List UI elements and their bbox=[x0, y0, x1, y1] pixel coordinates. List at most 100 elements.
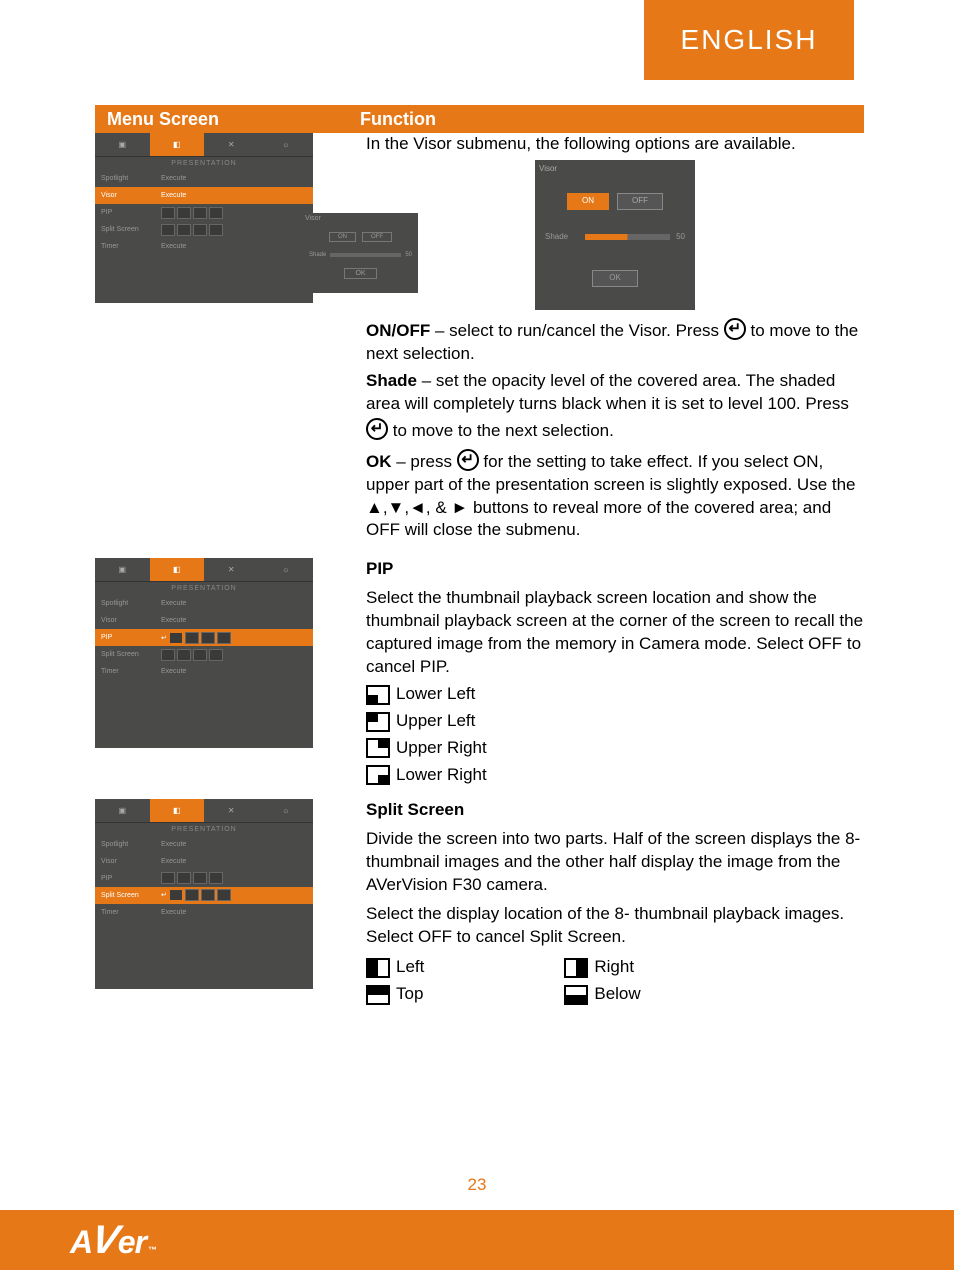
split-below: Below bbox=[594, 984, 640, 1003]
split-desc1: Divide the screen into two parts. Half o… bbox=[366, 828, 864, 897]
visor-sub-shade: Shade bbox=[545, 232, 585, 243]
menu-spotlight: Spotlight bbox=[101, 600, 161, 607]
ok-desc: OK – press for the setting to take effec… bbox=[366, 451, 864, 543]
onoff-desc: ON/OFF – select to run/cancel the Visor.… bbox=[366, 320, 864, 366]
pip-title: PIP bbox=[366, 558, 864, 581]
row-split: ▣ ◧ ✕ ☼ PRESENTATION SpotlightExecute Vi… bbox=[95, 799, 864, 1011]
menu-split: Split Screen bbox=[101, 892, 161, 899]
menu-timer: Timer bbox=[101, 243, 161, 250]
pip-ur: Upper Right bbox=[396, 738, 487, 757]
shade-t1: – set the opacity level of the covered a… bbox=[366, 371, 849, 413]
pip-desc: Select the thumbnail playback screen loc… bbox=[366, 587, 864, 679]
menu-split: Split Screen bbox=[101, 226, 161, 233]
logo-v: V bbox=[88, 1218, 122, 1263]
popup-shade-val: 50 bbox=[405, 252, 412, 258]
shade-label: Shade bbox=[366, 371, 417, 390]
tab-settings-icon: ☼ bbox=[259, 133, 314, 156]
split-top: Top bbox=[396, 984, 423, 1003]
logo-er: er bbox=[118, 1224, 146, 1261]
table-header: Menu Screen Function bbox=[95, 105, 864, 133]
menu-visor: Visor bbox=[101, 192, 161, 199]
menu-spotlight: Spotlight bbox=[101, 841, 161, 848]
visor-popup-title: Visor bbox=[305, 215, 416, 222]
split-desc2: Select the display location of the 8- th… bbox=[366, 903, 864, 949]
onoff-label: ON/OFF bbox=[366, 321, 430, 340]
menu-split-opts bbox=[161, 649, 313, 661]
popup-ok: OK bbox=[344, 268, 376, 279]
tab-presentation-icon: ◧ bbox=[150, 133, 205, 156]
tab-presentation-icon: ◧ bbox=[150, 558, 205, 581]
ok-label: OK bbox=[366, 452, 392, 471]
tab-tools-icon: ✕ bbox=[204, 799, 259, 822]
menu-spotlight: Spotlight bbox=[101, 175, 161, 182]
menu-spotlight-val: Execute bbox=[161, 600, 313, 607]
visor-intro: In the Visor submenu, the following opti… bbox=[366, 133, 864, 156]
menu-visor: Visor bbox=[101, 858, 161, 865]
tab-settings-icon: ☼ bbox=[259, 558, 314, 581]
popup-on: ON bbox=[329, 232, 356, 242]
shade-desc: Shade – set the opacity level of the cov… bbox=[366, 370, 864, 416]
tab-presentation-icon: ◧ bbox=[150, 799, 205, 822]
enter-icon bbox=[457, 449, 479, 471]
split-left: Left bbox=[396, 957, 424, 976]
lower-left-icon bbox=[366, 685, 390, 705]
row-pip: ▣ ◧ ✕ ☼ PRESENTATION SpotlightExecute Vi… bbox=[95, 558, 864, 790]
tab-tools-icon: ✕ bbox=[204, 558, 259, 581]
split-right: Right bbox=[594, 957, 634, 976]
popup-off: OFF bbox=[362, 232, 392, 242]
tab-image-icon: ▣ bbox=[95, 558, 150, 581]
ok-t1: – press bbox=[392, 452, 457, 471]
visor-sub-ok: OK bbox=[592, 270, 638, 287]
menu-split-opts bbox=[161, 224, 313, 236]
shade-desc2: to move to the next selection. bbox=[366, 420, 864, 443]
col-menu-screen: Menu Screen bbox=[95, 109, 360, 130]
enter-icon bbox=[724, 318, 746, 340]
shade-t2: to move to the next selection. bbox=[388, 421, 614, 440]
menu-pip: PIP bbox=[101, 209, 161, 216]
tab-image-icon: ▣ bbox=[95, 133, 150, 156]
pip-ll: Lower Left bbox=[396, 684, 475, 703]
col-function: Function bbox=[360, 109, 864, 130]
menu-visor: Visor bbox=[101, 617, 161, 624]
menu-visor-val: Execute bbox=[161, 192, 313, 199]
menu-title: PRESENTATION bbox=[95, 582, 313, 595]
menu-title: PRESENTATION bbox=[95, 157, 313, 170]
left-icon bbox=[366, 958, 390, 978]
menu-spotlight-val: Execute bbox=[161, 175, 313, 182]
right-icon bbox=[564, 958, 588, 978]
row-visor: ▣ ◧ ✕ ☼ PRESENTATION SpotlightExecute Vi… bbox=[95, 133, 864, 546]
menu-split-opts: ↵ bbox=[161, 889, 313, 901]
footer-bar: AVer™ bbox=[0, 1210, 954, 1270]
page-number: 23 bbox=[0, 1175, 954, 1195]
logo-tm: ™ bbox=[148, 1245, 156, 1255]
tab-tools-icon: ✕ bbox=[204, 133, 259, 156]
below-icon bbox=[564, 985, 588, 1005]
lower-right-icon bbox=[366, 765, 390, 785]
enter-icon bbox=[366, 418, 388, 440]
menu-pip-opts bbox=[161, 872, 313, 884]
menu-pip-opts: ↵ bbox=[161, 632, 313, 644]
menu-screenshot-visor: ▣ ◧ ✕ ☼ PRESENTATION SpotlightExecute Vi… bbox=[95, 133, 313, 303]
menu-pip: PIP bbox=[101, 634, 161, 641]
split-title: Split Screen bbox=[366, 799, 864, 822]
visor-sub-title: Visor bbox=[539, 164, 691, 175]
onoff-t1: – select to run/cancel the Visor. Press bbox=[430, 321, 724, 340]
visor-submenu-figure: Visor ON OFF Shade 50 OK bbox=[535, 160, 695, 310]
pip-lr: Lower Right bbox=[396, 765, 487, 784]
split-positions: Left Top Right Below bbox=[366, 952, 864, 1010]
menu-timer-val: Execute bbox=[161, 243, 313, 250]
menu-spotlight-val: Execute bbox=[161, 841, 313, 848]
visor-popup-overlay: Visor ONOFF Shade50 OK bbox=[303, 213, 418, 293]
menu-timer: Timer bbox=[101, 909, 161, 916]
menu-pip: PIP bbox=[101, 875, 161, 882]
tab-settings-icon: ☼ bbox=[259, 799, 314, 822]
pip-ul: Upper Left bbox=[396, 711, 475, 730]
menu-timer: Timer bbox=[101, 668, 161, 675]
language-tab: ENGLISH bbox=[644, 0, 854, 80]
tab-image-icon: ▣ bbox=[95, 799, 150, 822]
pip-positions: Lower Left Upper Left Upper Right Lower … bbox=[366, 683, 864, 787]
visor-sub-off: OFF bbox=[617, 193, 663, 210]
top-icon bbox=[366, 985, 390, 1005]
menu-split: Split Screen bbox=[101, 651, 161, 658]
visor-sub-slider bbox=[585, 234, 670, 240]
